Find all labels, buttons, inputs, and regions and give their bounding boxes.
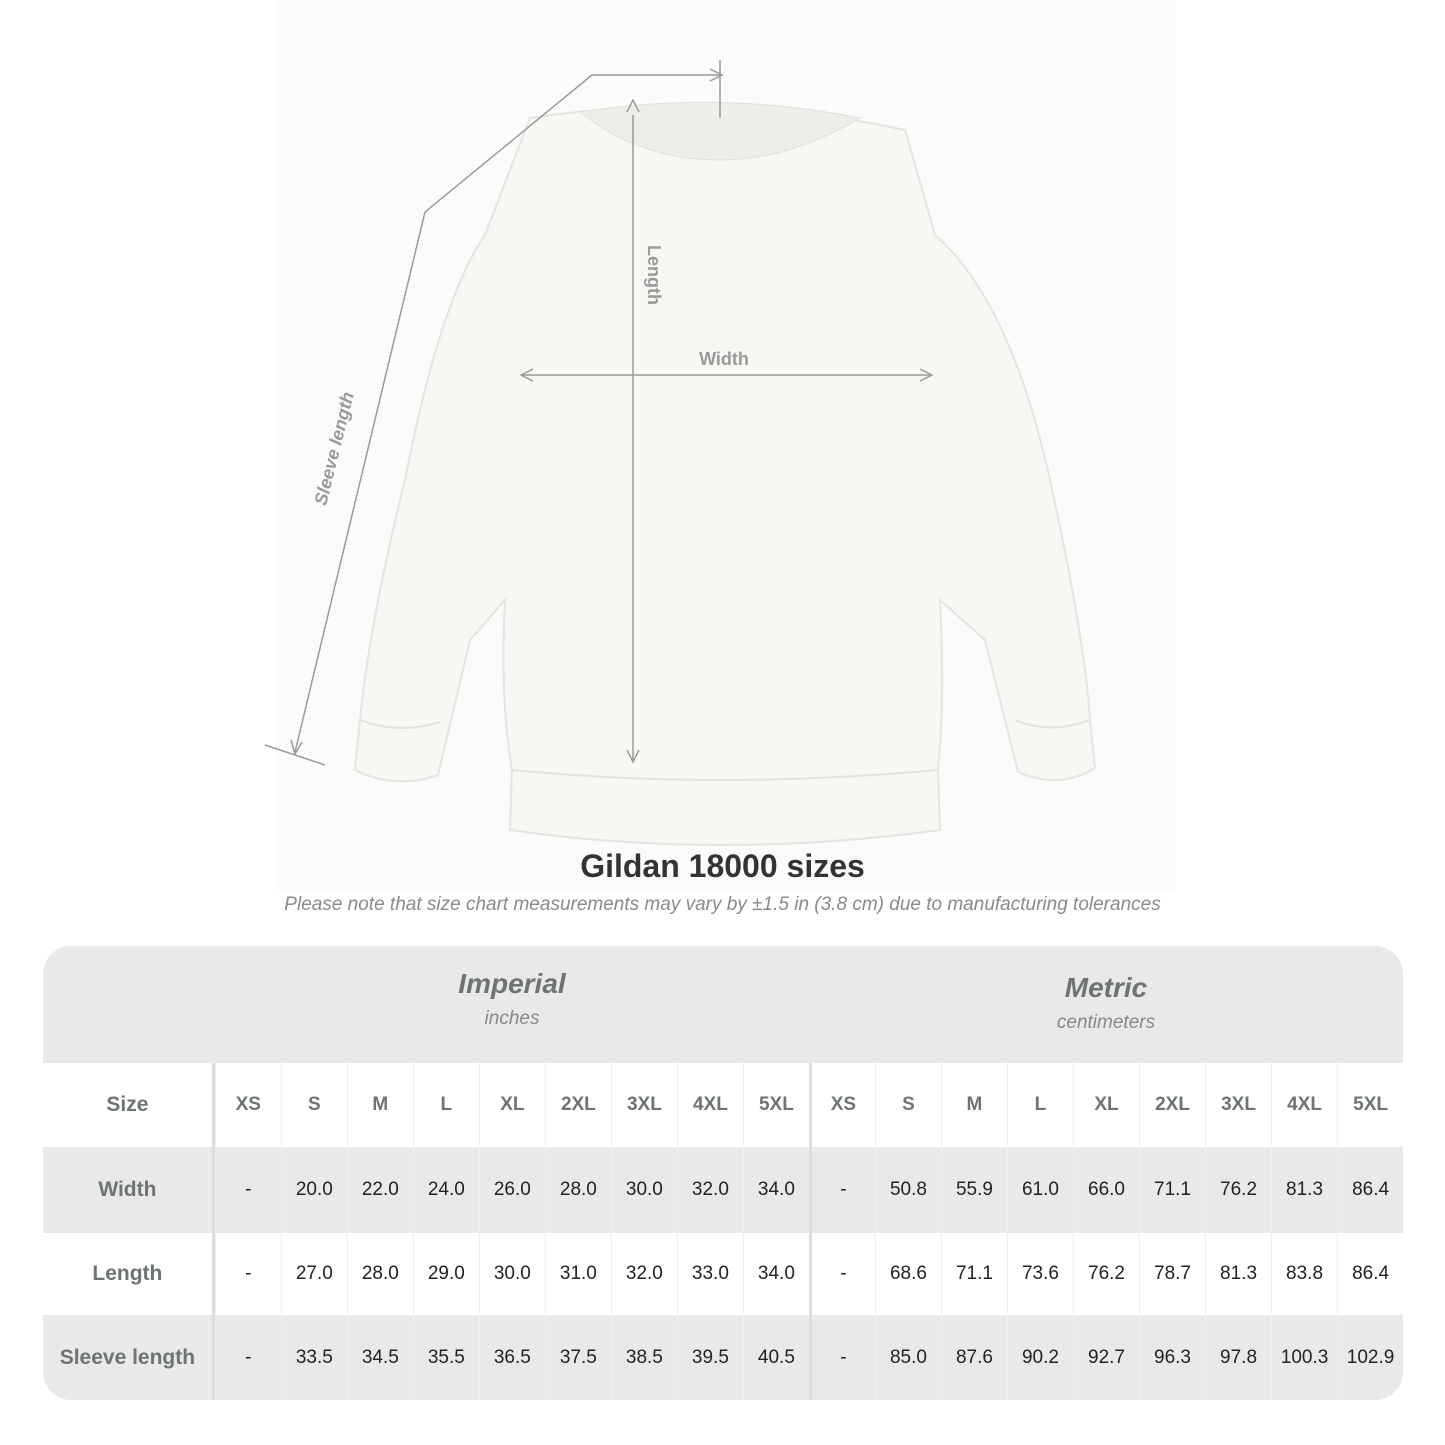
tolerance-note: Please note that size chart measurements…: [284, 894, 1161, 915]
imperial-size-4xl: 4XL: [676, 1063, 743, 1147]
metric-value-cell: 78.7: [1139, 1233, 1205, 1315]
imperial-size-2xl: 2XL: [544, 1063, 611, 1147]
imperial-value-cell: 30.0: [610, 1147, 677, 1233]
metric-value-cell: 68.6: [874, 1233, 941, 1315]
metric-value-cell: 102.9: [1337, 1315, 1403, 1400]
metric-value-cell: 100.3: [1271, 1315, 1337, 1400]
imperial-size-3xl: 3XL: [610, 1063, 677, 1147]
imperial-value-cell: 20.0: [280, 1147, 347, 1233]
table-row: Length -27.0 28.0 29.0 30.0 31.0 32.0 33.0 34.0-…: [43, 1233, 1403, 1315]
imperial-value-cell: 34.0: [742, 1233, 809, 1315]
row-label: Length: [43, 1233, 215, 1315]
imperial-value-cell: 27.0: [280, 1233, 347, 1315]
metric-value-cell: 83.8: [1271, 1233, 1337, 1315]
metric-value-cell: 97.8: [1205, 1315, 1271, 1400]
imperial-size-s: S: [280, 1063, 347, 1147]
metric-value-cell: 90.2: [1006, 1315, 1073, 1400]
metric-value-cell: 87.6: [940, 1315, 1007, 1400]
metric-value-cell: -: [808, 1233, 875, 1315]
metric-size-m: M: [940, 1063, 1007, 1147]
metric-title: Metric: [1064, 972, 1148, 1003]
imperial-value-cell: 38.5: [610, 1315, 677, 1400]
imperial-value-cell: 28.0: [346, 1233, 413, 1315]
imperial-value-cell: 33.5: [280, 1315, 347, 1400]
metric-size-s: S: [874, 1063, 941, 1147]
imperial-value-cell: 32.0: [676, 1147, 743, 1233]
metric-value-cell: 61.0: [1006, 1147, 1073, 1233]
imperial-value-cell: 39.5: [676, 1315, 743, 1400]
imperial-value-cell: 22.0: [346, 1147, 413, 1233]
imperial-value-cell: 37.5: [544, 1315, 611, 1400]
imperial-value-cell: 34.5: [346, 1315, 413, 1400]
imperial-value-cell: 34.0: [742, 1147, 809, 1233]
length-label: Length: [644, 245, 664, 305]
metric-value-cell: 55.9: [940, 1147, 1007, 1233]
imperial-value-cell: 31.0: [544, 1233, 611, 1315]
imperial-value-cell: 36.5: [478, 1315, 545, 1400]
metric-value-cell: 73.6: [1006, 1233, 1073, 1315]
metric-value-cell: 86.4: [1337, 1147, 1403, 1233]
table-row: Sleeve length -33.5 34.5 35.5 36.5 37.5 38.5 39…: [43, 1315, 1403, 1400]
imperial-size-l: L: [412, 1063, 479, 1147]
metric-value-cell: 76.2: [1205, 1147, 1271, 1233]
width-label: Width: [699, 349, 749, 369]
sleeve-line: [294, 74, 720, 753]
metric-value-cell: 71.1: [940, 1233, 1007, 1315]
imperial-value-cell: -: [214, 1233, 281, 1315]
metric-value-cell: 66.0: [1072, 1147, 1139, 1233]
metric-size-5xl: 5XL: [1337, 1063, 1403, 1147]
metric-value-cell: -: [808, 1147, 875, 1233]
metric-size-4xl: 4XL: [1271, 1063, 1337, 1147]
imperial-value-cell: 28.0: [544, 1147, 611, 1233]
imperial-header: Imperial inches: [215, 968, 809, 1030]
metric-value-cell: 71.1: [1139, 1147, 1205, 1233]
metric-value-cell: 81.3: [1271, 1147, 1337, 1233]
measurement-lines: [264, 60, 934, 766]
imperial-size-m: M: [346, 1063, 413, 1147]
imperial-value-cell: 40.5: [742, 1315, 809, 1400]
imperial-value-cell: 33.0: [676, 1233, 743, 1315]
metric-value-cell: 96.3: [1139, 1315, 1205, 1400]
imperial-size-xl: XL: [478, 1063, 545, 1147]
imperial-title: Imperial: [458, 968, 566, 999]
metric-size-xs: XS: [808, 1063, 875, 1147]
unit-header-band: [43, 946, 1403, 1063]
imperial-value-cell: -: [214, 1147, 281, 1233]
imperial-value-cell: 26.0: [478, 1147, 545, 1233]
size-table: Imperial inches Metric centimeters Size X…: [43, 946, 1403, 1400]
size-label: Size: [43, 1063, 215, 1147]
imperial-unit: inches: [484, 1008, 540, 1029]
imperial-value-cell: -: [214, 1315, 281, 1400]
metric-size-xl: XL: [1072, 1063, 1139, 1147]
sweatshirt-diagram: Length Width Sleeve length: [264, 60, 1097, 846]
metric-value-cell: 92.7: [1072, 1315, 1139, 1400]
metric-unit: centimeters: [1056, 1012, 1156, 1033]
imperial-size-5xl: 5XL: [742, 1063, 809, 1147]
metric-value-cell: 86.4: [1337, 1233, 1403, 1315]
row-label: Sleeve length: [43, 1315, 215, 1400]
sweatshirt-image: [353, 101, 1097, 846]
metric-value-cell: 85.0: [874, 1315, 941, 1400]
page-title: Gildan 18000 sizes: [580, 848, 865, 884]
table-row: Width -20.0 22.0 24.0 26.0 28.0 30.0 32.0 34.0-5…: [43, 1147, 1403, 1233]
metric-header: Metric centimeters: [809, 972, 1403, 1034]
size-header-row: Size XS S M L XL 2XL 3XL 4XL 5XL XS S M L XL 2XL 3XL 4XL 5…: [43, 1063, 1403, 1147]
metric-size-l: L: [1006, 1063, 1073, 1147]
imperial-value-cell: 32.0: [610, 1233, 677, 1315]
imperial-value-cell: 30.0: [478, 1233, 545, 1315]
metric-size-2xl: 2XL: [1139, 1063, 1205, 1147]
metric-value-cell: 81.3: [1205, 1233, 1271, 1315]
metric-value-cell: 76.2: [1072, 1233, 1139, 1315]
imperial-value-cell: 24.0: [412, 1147, 479, 1233]
metric-size-3xl: 3XL: [1205, 1063, 1271, 1147]
row-label: Width: [43, 1147, 215, 1233]
metric-value-cell: 50.8: [874, 1147, 941, 1233]
metric-value-cell: -: [808, 1315, 875, 1400]
imperial-value-cell: 35.5: [412, 1315, 479, 1400]
imperial-size-xs: XS: [214, 1063, 281, 1147]
imperial-value-cell: 29.0: [412, 1233, 479, 1315]
